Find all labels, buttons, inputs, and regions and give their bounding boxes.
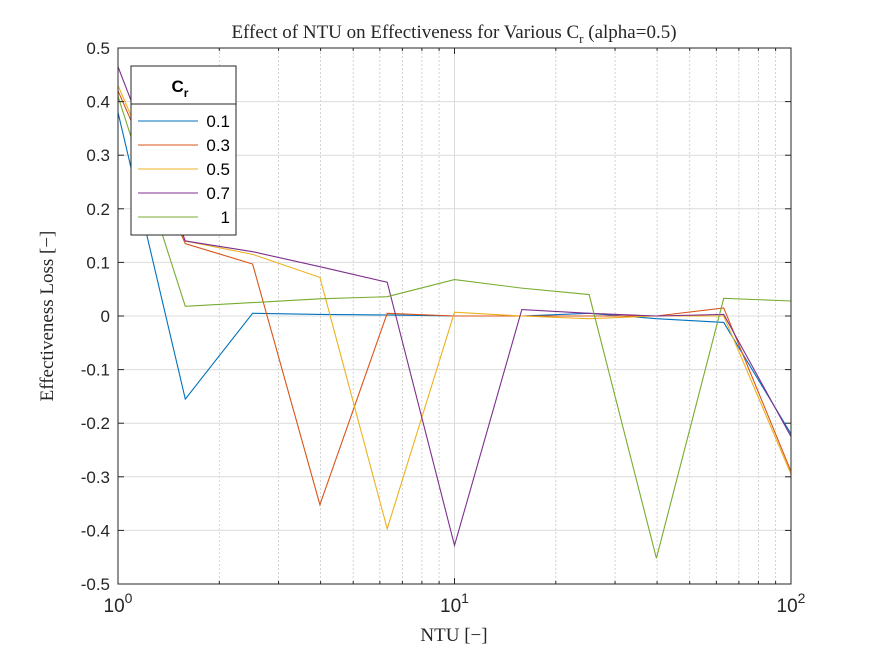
x-tick-labels: 100 101 102	[104, 590, 806, 617]
y-tick-label: -0.3	[81, 468, 110, 487]
x-axis-label: NTU [−]	[420, 625, 487, 646]
legend-label: 0.7	[206, 184, 230, 203]
y-tick-label: 0.4	[86, 93, 110, 112]
x-tick-label: 102	[777, 590, 806, 617]
y-axis-label: Effectiveness Loss [−]	[37, 231, 58, 402]
legend: Cr 0.1 0.3 0.5 0.7 1	[130, 65, 237, 236]
y-tick-label: -0.1	[81, 361, 110, 380]
y-tick-label: 0.5	[86, 39, 110, 58]
y-tick-label: 0.1	[86, 253, 110, 272]
chart-title: Effect of NTU on Effectiveness for Vario…	[231, 22, 676, 46]
y-tick-labels: -0.5 -0.4 -0.3 -0.2 -0.1 0 0.1 0.2 0.3 0.4 0.5	[81, 39, 110, 594]
legend-label: 0.5	[206, 160, 230, 179]
tick-marks	[117, 47, 792, 585]
legend-label: 0.3	[206, 136, 230, 155]
series-line-1	[117, 96, 792, 559]
series-line-0-3	[117, 90, 792, 507]
series-line-0-7	[117, 66, 792, 548]
legend-label: 0.1	[206, 112, 230, 131]
chart-title-subscript: r	[579, 31, 584, 46]
y-tick-label: -0.5	[81, 575, 110, 594]
y-tick-label: 0.2	[86, 200, 110, 219]
y-tick-label: -0.4	[81, 521, 110, 540]
legend-entries: 0.1 0.3 0.5 0.7 1	[138, 112, 230, 227]
y-tick-label: 0	[101, 307, 110, 326]
legend-label: 1	[221, 208, 230, 227]
legend-title: Cr	[172, 77, 189, 100]
legend-box	[130, 65, 237, 236]
x-tick-label: 100	[104, 590, 133, 617]
y-tick-label: -0.2	[81, 414, 110, 433]
y-tick-label: 0.3	[86, 146, 110, 165]
legend-title-subscript: r	[184, 86, 189, 100]
series-lines	[117, 66, 792, 559]
x-tick-label: 101	[440, 590, 469, 617]
